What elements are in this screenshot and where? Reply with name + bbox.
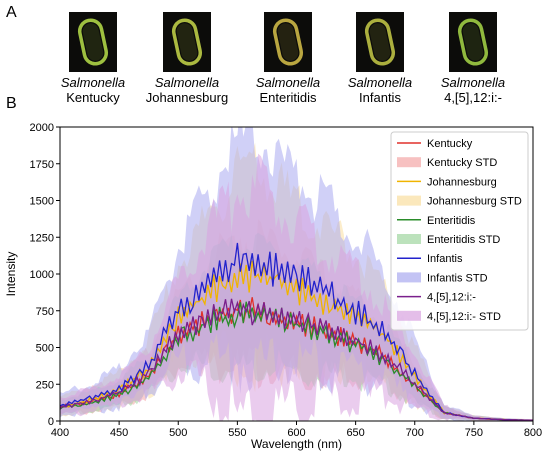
- caption-strain: Johannesburg: [145, 90, 229, 105]
- caption-genus: Salmonella: [255, 75, 321, 90]
- legend-label-8: Infantis STD: [427, 272, 488, 284]
- y-axis-title: Intensity: [4, 252, 18, 297]
- x-axis-title: Wavelength (nm): [251, 437, 342, 451]
- panel-label-a: A: [6, 4, 17, 21]
- caption-strain: Enteritidis: [259, 90, 317, 105]
- legend-label-10: 4,[5],12:i:- STD: [427, 311, 501, 323]
- legend-swatch-8: [397, 272, 421, 283]
- x-tick-label-3: 500: [169, 427, 187, 439]
- caption-strain: Kentucky: [66, 90, 120, 105]
- legend-label-3: Johannesburg: [427, 176, 497, 188]
- legend-swatch-6: [397, 234, 421, 244]
- x-tick-label-6: 650: [346, 427, 364, 439]
- legend-label-7: Infantis: [427, 253, 463, 265]
- legend-label-5: Enteritidis: [427, 215, 476, 227]
- series-line-5: [60, 298, 533, 421]
- caption-strain: Infantis: [359, 90, 401, 105]
- micrograph-1: [69, 12, 117, 72]
- legend-box: [390, 131, 529, 331]
- y-tick-label-1: 0: [48, 416, 54, 428]
- micrograph-3: [264, 12, 312, 72]
- caption-genus: Salmonella: [154, 75, 220, 90]
- legend-label-4: Johannesburg STD: [427, 196, 522, 208]
- y-tick-label-4: 750: [36, 306, 54, 318]
- x-tick-label-7: 700: [406, 427, 424, 439]
- x-tick-label-2: 450: [110, 427, 128, 439]
- y-tick-label-2: 250: [36, 379, 54, 391]
- y-tick-label-6: 1250: [30, 232, 54, 244]
- x-tick-label-9: 800: [524, 427, 542, 439]
- legend-label-6: Enteritidis STD: [427, 234, 500, 246]
- y-tick-label-9: 2000: [30, 122, 54, 134]
- y-tick-label-5: 1000: [30, 269, 54, 281]
- y-tick-label-8: 1750: [30, 159, 54, 171]
- legend-label-1: Kentucky: [427, 138, 473, 150]
- micrograph-4: [356, 12, 404, 72]
- caption-genus: Salmonella: [60, 75, 126, 90]
- x-tick-label-1: 400: [51, 427, 69, 439]
- micrograph-caption-2: Salmonella Johannesburg: [137, 75, 237, 105]
- x-tick-label-4: 550: [228, 427, 246, 439]
- x-tick-label-8: 750: [465, 427, 483, 439]
- caption-genus: Salmonella: [440, 75, 506, 90]
- micrograph-caption-4: Salmonella Infantis: [330, 75, 430, 105]
- caption-genus: Salmonella: [347, 75, 413, 90]
- x-tick-label-5: 600: [287, 427, 305, 439]
- micrograph-2: [163, 12, 211, 72]
- panel-label-b: B: [6, 95, 17, 112]
- y-tick-label-3: 500: [36, 343, 54, 355]
- micrograph-5: [449, 12, 497, 72]
- legend-swatch-10: [397, 310, 421, 321]
- legend-swatch-2: [397, 157, 421, 168]
- std-band-5: [60, 153, 533, 421]
- micrograph-caption-5: Salmonella 4,[5],12:i:-: [423, 75, 523, 105]
- legend-swatch-4: [397, 195, 421, 206]
- caption-strain: 4,[5],12:i:-: [444, 90, 502, 105]
- micrograph-caption-3: Salmonella Enteritidis: [238, 75, 338, 105]
- legend-label-2: Kentucky STD: [427, 157, 497, 169]
- legend-label-9: 4,[5],12:i:-: [427, 292, 476, 304]
- y-tick-label-7: 1500: [30, 196, 54, 208]
- micrograph-caption-1: Salmonella Kentucky: [43, 75, 143, 105]
